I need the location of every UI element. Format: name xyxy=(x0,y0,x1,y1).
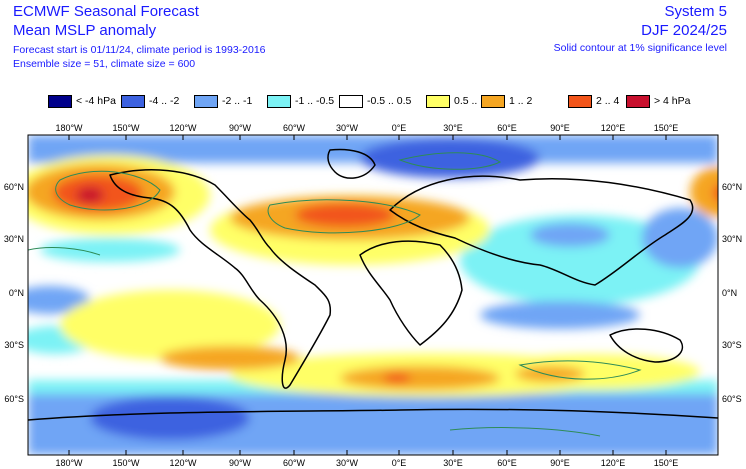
latitude-label: 60°N xyxy=(4,182,24,192)
longitude-label: 90°E xyxy=(550,123,570,133)
longitude-label: 60°W xyxy=(283,123,306,133)
atlantic-strong-positive xyxy=(295,203,395,227)
legend-item: 2 .. 4 xyxy=(568,93,619,109)
legend-label: -0.5 .. 0.5 xyxy=(367,95,412,107)
legend-item: -2 .. -1 xyxy=(194,93,252,109)
legend-label: -4 .. -2 xyxy=(149,95,180,107)
title-forecast: ECMWF Seasonal Forecast xyxy=(13,3,199,20)
longitude-label: 120°E xyxy=(601,123,626,133)
title-variable: Mean MSLP anomaly xyxy=(13,22,157,39)
legend-swatch xyxy=(339,94,363,108)
longitude-label: 180°W xyxy=(55,458,83,468)
legend-item: < -4 hPa xyxy=(48,93,116,109)
south-atlantic-orange xyxy=(340,366,500,390)
longitude-label: 150°W xyxy=(112,458,140,468)
latitude-label: 60°S xyxy=(4,394,24,404)
ne-pacific-cyan xyxy=(40,238,180,262)
coastlines xyxy=(28,148,718,421)
longitude-label: 90°W xyxy=(229,458,252,468)
south-pacific-positive xyxy=(60,290,280,360)
legend-item: 0.5 .. 1 xyxy=(426,93,486,109)
legend-swatch xyxy=(481,94,505,108)
west-pacific-negative xyxy=(28,286,90,314)
legend-item: > 4 hPa xyxy=(626,93,691,109)
subtitle-forecast-start: Forecast start is 01/11/24, climate peri… xyxy=(13,44,266,56)
longitude-label: 90°W xyxy=(229,123,252,133)
legend-item: -0.5 .. 0.5 xyxy=(339,93,411,109)
legend-swatch xyxy=(267,94,291,108)
legend-item: 1 .. 2 xyxy=(481,93,532,109)
anomaly-field xyxy=(28,135,718,455)
longitude-label: 150°E xyxy=(654,458,679,468)
subtitle-ensemble-size: Ensemble size = 51, climate size = 600 xyxy=(13,58,196,70)
map-frame xyxy=(27,134,719,456)
longitude-label: 60°E xyxy=(497,458,517,468)
longitude-label: 30°W xyxy=(336,123,359,133)
longitude-label: 60°W xyxy=(283,458,306,468)
south-indian-orange xyxy=(515,366,585,382)
title-system: System 5 xyxy=(664,3,727,20)
legend-label: -2 .. -1 xyxy=(222,95,253,107)
legend: < -4 hPa -4 .. -2 -2 .. -1 -1 .. -0.5 -0.5 .… xyxy=(48,93,738,109)
longitude-label: 30°E xyxy=(443,123,463,133)
asia-negative xyxy=(460,215,700,305)
latitude-label: 60°S xyxy=(722,394,742,404)
latitude-label: 30°S xyxy=(722,340,742,350)
longitude-label: 120°E xyxy=(601,458,626,468)
latitude-label: 0°N xyxy=(722,288,737,298)
legend-label: 1 .. 2 xyxy=(509,95,533,107)
longitude-label: 0°E xyxy=(392,123,407,133)
legend-label: -1 .. -0.5 xyxy=(295,95,335,107)
axis-ticks: 180°W 180°W 150°W 150°W 120°W 120°W 90°W 90°W 60… xyxy=(4,123,742,468)
longitude-label: 180°W xyxy=(55,123,83,133)
tibet-negative xyxy=(530,223,610,247)
legend-label: > 4 hPa xyxy=(654,95,691,107)
legend-swatch xyxy=(626,94,650,108)
bering-peak-east xyxy=(713,184,718,202)
south-pacific-low xyxy=(90,396,250,440)
latitude-label: 30°N xyxy=(722,234,742,244)
latitude-label: 30°S xyxy=(4,340,24,350)
antarctica-coastline xyxy=(28,408,718,421)
aleutian-peak xyxy=(76,187,104,203)
legend-swatch xyxy=(194,94,218,108)
australia-coastline xyxy=(609,328,684,363)
greenland-coastline xyxy=(327,148,376,179)
longitude-label: 120°W xyxy=(169,123,197,133)
legend-label: < -4 hPa xyxy=(76,95,116,107)
arctic-low xyxy=(360,138,540,178)
longitude-label: 30°E xyxy=(443,458,463,468)
south-indian-positive xyxy=(480,354,700,390)
longitude-label: 0°E xyxy=(392,458,407,468)
nw-pacific-negative xyxy=(642,208,718,268)
indian-ocean-negative xyxy=(480,301,640,329)
legend-swatch xyxy=(121,94,145,108)
legend-swatch xyxy=(568,94,592,108)
significance-contours xyxy=(28,152,642,437)
longitude-label: 150°E xyxy=(654,123,679,133)
south-east-pacific-positive xyxy=(160,346,300,370)
bering-positive-east xyxy=(690,167,718,217)
longitude-label: 60°E xyxy=(497,123,517,133)
legend-item: -4 .. -2 xyxy=(121,93,179,109)
legend-label: 0.5 .. 1 xyxy=(454,95,487,107)
longitude-label: 90°E xyxy=(550,458,570,468)
title-season: DJF 2024/25 xyxy=(641,22,727,39)
legend-item: -1 .. -0.5 xyxy=(267,93,334,109)
latitude-label: 30°N xyxy=(4,234,24,244)
subtitle-significance: Solid contour at 1% significance level xyxy=(553,42,727,54)
longitude-label: 30°W xyxy=(336,458,359,468)
legend-swatch xyxy=(48,94,72,108)
latitude-label: 60°N xyxy=(722,182,742,192)
americas-coastline xyxy=(109,169,332,389)
latitude-label: 0°N xyxy=(9,288,24,298)
eurasia-coastline xyxy=(389,175,694,286)
legend-swatch xyxy=(426,94,450,108)
longitude-label: 120°W xyxy=(169,458,197,468)
longitude-label: 150°W xyxy=(112,123,140,133)
legend-label: 2 .. 4 xyxy=(596,95,620,107)
africa-coastline xyxy=(359,240,463,346)
south-atlantic-strong-positive xyxy=(383,373,411,383)
